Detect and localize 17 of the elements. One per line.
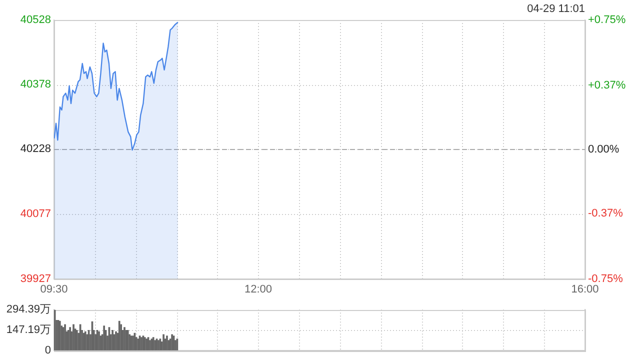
y-tick-label: 0 — [44, 344, 51, 356]
x-tick-label: 12:00 — [244, 283, 272, 296]
text: 04-29 11:01 — [527, 3, 585, 15]
y-tick-label: 40528 — [20, 14, 51, 26]
y-tick-label: 40378 — [20, 78, 51, 91]
y-tick-label: 40228 — [20, 143, 51, 156]
y2-tick-label: 0.00% — [588, 143, 620, 156]
x-tick-label: 09:30 — [40, 283, 68, 296]
x-tick-label: 16:00 — [571, 283, 599, 296]
y2-tick-label: -0.37% — [588, 207, 624, 220]
y2-tick-label: -0.75% — [588, 272, 624, 285]
y2-tick-label: +0.75% — [588, 14, 626, 26]
y-tick-label: 40077 — [20, 208, 51, 220]
y-tick-label: 294.39万 — [6, 304, 51, 316]
y-tick-label: 39927 — [20, 272, 51, 285]
y2-tick-label: +0.37% — [588, 80, 626, 92]
y-tick-label: 147.19万 — [6, 324, 51, 336]
